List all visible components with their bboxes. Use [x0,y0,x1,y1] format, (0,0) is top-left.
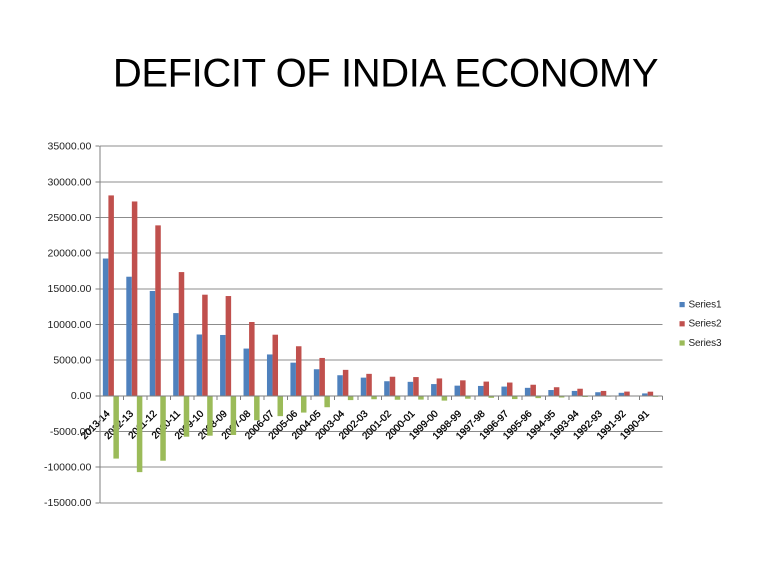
svg-text:20000.00: 20000.00 [48,248,92,260]
svg-text:Series1: Series1 [689,299,722,310]
svg-text:5000.00: 5000.00 [53,355,91,367]
svg-text:Series2: Series2 [689,319,722,330]
svg-text:0.00: 0.00 [71,390,92,402]
svg-text:10000.00: 10000.00 [48,319,92,331]
svg-text:15000.00: 15000.00 [48,283,92,295]
svg-text:-10000.00: -10000.00 [44,462,91,474]
svg-text:-5000.00: -5000.00 [50,426,92,438]
svg-text:DEFICIT OF INDIA ECONOMY: DEFICIT OF INDIA ECONOMY [113,52,658,96]
svg-text:30000.00: 30000.00 [48,176,92,188]
svg-text:Series3: Series3 [689,338,722,349]
svg-text:25000.00: 25000.00 [48,212,92,224]
svg-text:-15000.00: -15000.00 [44,497,91,509]
svg-text:35000.00: 35000.00 [48,141,92,153]
